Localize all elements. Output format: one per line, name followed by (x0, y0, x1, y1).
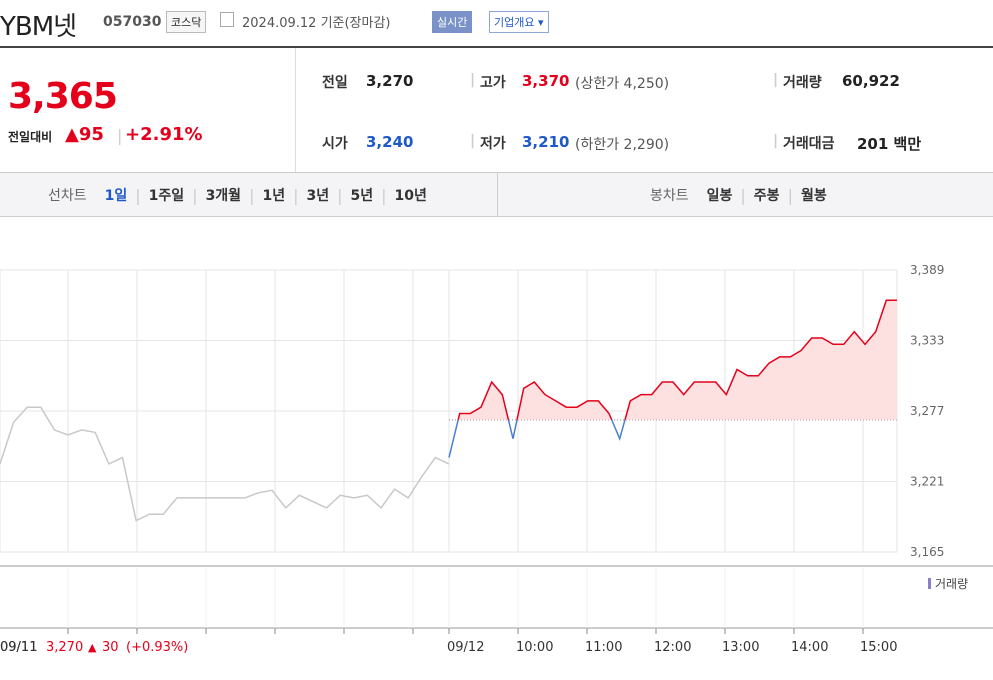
x-tick-label: 10:00 (516, 640, 553, 655)
tab-label: 선차트 (48, 188, 87, 204)
tab[interactable]: 1주일 (148, 188, 185, 204)
label: 시가 (322, 136, 348, 152)
footer-arrow: ▲ (88, 641, 97, 654)
tab-label: 봉차트 (650, 188, 689, 204)
footer-change: 30 (102, 640, 119, 655)
tab[interactable]: 주봉 (753, 188, 780, 204)
tab[interactable]: 일봉 (706, 188, 733, 204)
value: 201 백만 (857, 133, 921, 154)
tab[interactable]: 3년 (306, 188, 330, 204)
limit: (상한가 4,250) (575, 76, 670, 92)
change-arrow: ▲ (65, 124, 79, 145)
tab[interactable]: 10년 (394, 188, 427, 204)
line-tabs: 선차트 1일 | 1주일 | 3개월 | 1년 | 3년 | 5년 | 10년 (48, 185, 427, 205)
divider (295, 48, 296, 172)
limit: (하한가 2,290) (575, 137, 670, 153)
amount: 201 (857, 135, 889, 153)
value: 3,370 (522, 72, 570, 90)
change: ▲95 (65, 124, 104, 145)
value: 3,270 (366, 72, 414, 90)
separator: | (249, 185, 255, 205)
volume-legend: 거래량 (935, 577, 968, 591)
price-area (458, 300, 897, 420)
separator: | (293, 185, 299, 205)
x-tick-label: 09/11 (0, 640, 37, 655)
separator: | (192, 185, 198, 205)
separator: | (381, 185, 387, 205)
x-tick-label: 09/12 (447, 640, 484, 655)
separator: | (135, 185, 141, 205)
label: 전일 (322, 75, 348, 91)
market-badge: 코스닥 (166, 11, 207, 33)
value: 3,240 (366, 133, 414, 151)
stock-name: YBM넷 (0, 12, 77, 42)
tab[interactable]: 3개월 (205, 188, 242, 204)
y-tick-label: 3,277 (910, 404, 944, 418)
tab[interactable]: 월봉 (800, 188, 827, 204)
footer-pct: (+0.93%) (126, 640, 188, 655)
volume-legend-swatch (928, 578, 931, 589)
x-tick-label: 13:00 (722, 640, 759, 655)
current-price: 3,365 (8, 76, 118, 117)
separator: | (787, 185, 793, 205)
y-tick-label: 3,165 (910, 545, 944, 559)
separator: | (117, 126, 123, 145)
tab[interactable]: 1일 (104, 188, 128, 204)
price-line (457, 299, 897, 420)
value: 3,210 (522, 133, 570, 151)
divider (0, 46, 993, 48)
footer-date: 09/11 (0, 640, 37, 655)
company-info-button[interactable]: 기업개요 ▾ (489, 11, 549, 33)
separator: | (740, 185, 746, 205)
date: 2024.09.12 기준(장마감) (242, 16, 391, 31)
x-tick-label: 12:00 (654, 640, 691, 655)
tab[interactable]: 5년 (350, 188, 374, 204)
label: 고가 (480, 75, 506, 91)
x-tick-label: 14:00 (791, 640, 828, 655)
footer-price: 3,270 (46, 640, 83, 655)
candle-tabs: 봉차트 일봉 | 주봉 | 월봉 (650, 185, 827, 205)
amount-unit: 백만 (893, 135, 922, 153)
price-line (0, 406, 450, 522)
stock-code: 057030 (103, 14, 162, 30)
change-label: 전일대비 (8, 130, 53, 144)
calendar-icon (220, 12, 234, 27)
tab[interactable]: 1년 (262, 188, 286, 204)
company-info-label: 기업개요 (494, 16, 535, 29)
x-tick-label: 15:00 (860, 640, 897, 655)
change-pct: +2.91% (125, 124, 203, 145)
chart: 거래량 09/11 3,270 ▲ 30 (+0.93%) 3,389 3,333… (0, 263, 993, 655)
value: 60,922 (842, 72, 900, 90)
label: 저가 (480, 136, 506, 152)
x-tick-label: 11:00 (585, 640, 622, 655)
tab-bar: 선차트 1일 | 1주일 | 3개월 | 1년 | 3년 | 5년 | 10년 봉차트 일봉 | 주봉 | 월봉 (0, 172, 993, 217)
y-tick-label: 3,333 (910, 334, 944, 348)
label: 거래량 (783, 75, 822, 91)
y-tick-label: 3,221 (910, 475, 944, 489)
y-tick-label: 3,389 (910, 263, 944, 277)
separator: | (337, 185, 343, 205)
label: 거래대금 (783, 136, 835, 152)
change-value: 95 (78, 124, 104, 145)
realtime-button[interactable]: 실시간 (432, 11, 473, 33)
